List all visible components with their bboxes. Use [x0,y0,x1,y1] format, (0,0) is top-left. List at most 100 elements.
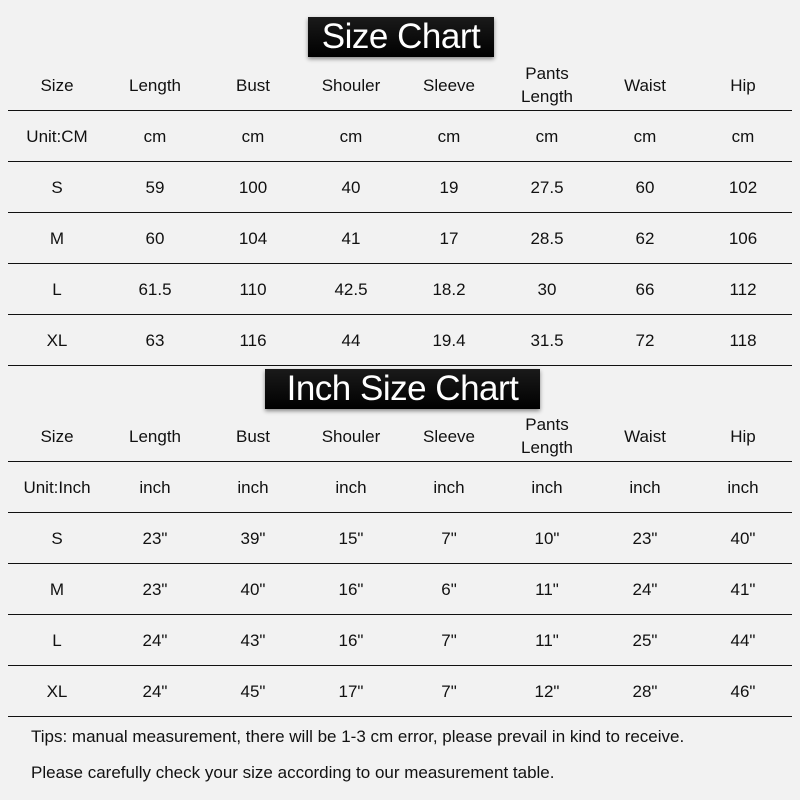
table-cell: S [51,528,63,548]
table-cell: 43" [240,630,266,650]
table-cell: 23" [142,579,168,599]
table-cell: 45" [240,681,266,701]
table-cell: cm [437,126,461,146]
header-row: Size Length Bust Shouler Sleeve Pants Length W… [8,411,792,462]
table-cell: inch [335,477,367,497]
table-cell: 31.5 [530,330,564,350]
table-cell: Shouler [321,426,381,446]
table-cell: Size [40,426,74,446]
table-cell: inch [433,477,465,497]
table-cell: XL [46,681,68,701]
table-cell: 39" [240,528,266,548]
table-cell: inch [531,477,563,497]
table-cell: 16" [338,630,364,650]
table-cell: 11" [535,579,559,599]
table-cell: 62 [635,228,655,248]
table-cell: 41" [730,579,756,599]
table-cell: 118 [729,330,757,350]
table-row: M 23" 40" 16" 6" 11" 24" 41" [8,564,792,615]
table-cell: 61.5 [138,279,172,299]
unit-row: Unit:CM cm cm cm cm cm cm cm [8,111,792,162]
table-cell: 16" [338,579,364,599]
table-cell: Sleeve [423,426,475,446]
table-cell: 41 [341,228,361,248]
table-cell: Bust [235,426,271,446]
table-cell: 110 [239,279,267,299]
table-cell: inch [727,477,759,497]
table-cell: Pants Length [521,64,573,106]
table-row: S 59 100 40 19 27.5 60 102 [8,162,792,213]
table-cell: Bust [235,75,271,95]
table-cell: 18.2 [432,279,466,299]
table-cell: 24" [632,579,658,599]
tip-measurement-error: Tips: manual measurement, there will be … [31,727,685,746]
table-cell: 63 [145,330,165,350]
table-row: M 60 104 41 17 28.5 62 106 [8,213,792,264]
table-row: S 23" 39" 15" 7" 10" 23" 40" [8,513,792,564]
table-cell: 10" [534,528,560,548]
table-cell: Waist [624,426,666,446]
table-cell: 40" [240,579,266,599]
table-cell: Size [40,75,74,95]
table-cell: 59 [145,177,165,197]
table-cell: 102 [728,177,758,197]
table-cell: 24" [142,630,168,650]
table-cell: 40" [730,528,756,548]
table-cell: 60 [635,177,655,197]
table-cell: 27.5 [530,177,564,197]
table-cell: L [52,279,62,299]
table-cell: 112 [729,279,757,299]
unit-row: Unit:Inch inch inch inch inch inch inch inch [8,462,792,513]
table-cell: inch [139,477,171,497]
table-cell: 11" [535,630,559,650]
table-cell: M [49,228,65,248]
table-cell: 60 [145,228,165,248]
table-cell: 46" [730,681,756,701]
table-cell: 28" [632,681,658,701]
table-cell: 66 [635,279,655,299]
table-cell: 6" [441,579,457,599]
table-cell: Unit:Inch [23,477,91,497]
table-cell: 19.4 [432,330,466,350]
table-cell: M [49,579,65,599]
table-cell: cm [535,126,559,146]
table-cell: 17 [439,228,459,248]
table-cell: 15" [338,528,364,548]
table-cell: 100 [238,177,268,197]
table-cell: 116 [239,330,267,350]
table-cell: 30 [537,279,557,299]
table-cell: 7" [441,630,457,650]
table-cell: Shouler [321,75,381,95]
table-cell: Length [129,426,181,446]
table-cell: 7" [441,681,457,701]
table-cell: XL [46,330,68,350]
table-cell: 44 [341,330,361,350]
table-cell: cm [143,126,167,146]
table-cell: 25" [632,630,658,650]
table-cell: 19 [439,177,459,197]
table-cell: Sleeve [423,75,475,95]
header-row: Size Length Bust Shouler Sleeve Pants Length W… [8,60,792,111]
table-cell: cm [339,126,363,146]
table-cell: Hip [730,426,756,446]
table-cell: 104 [238,228,268,248]
table-row: L 24" 43" 16" 7" 11" 25" 44" [8,615,792,666]
table-cell: 24" [142,681,168,701]
table-cell: cm [731,126,755,146]
table-cell: 23" [632,528,658,548]
table-cell: cm [633,126,657,146]
cm-size-table: Size Length Bust Shouler Sleeve Pants Length W… [8,60,792,366]
table-cell: 12" [534,681,560,701]
table-row: XL 63 116 44 19.4 31.5 72 118 [8,315,792,366]
table-cell: cm [241,126,265,146]
table-cell: 17" [338,681,364,701]
table-cell: Pants Length [521,415,573,457]
table-cell: Length [129,75,181,95]
inch-chart-title: Inch Size Chart [265,369,540,409]
table-cell: 28.5 [530,228,564,248]
table-cell: Waist [624,75,666,95]
table-cell: 23" [142,528,168,548]
cm-chart-title: Size Chart [308,17,494,57]
inch-size-table: Size Length Bust Shouler Sleeve Pants Length W… [8,411,792,717]
table-cell: 7" [441,528,457,548]
